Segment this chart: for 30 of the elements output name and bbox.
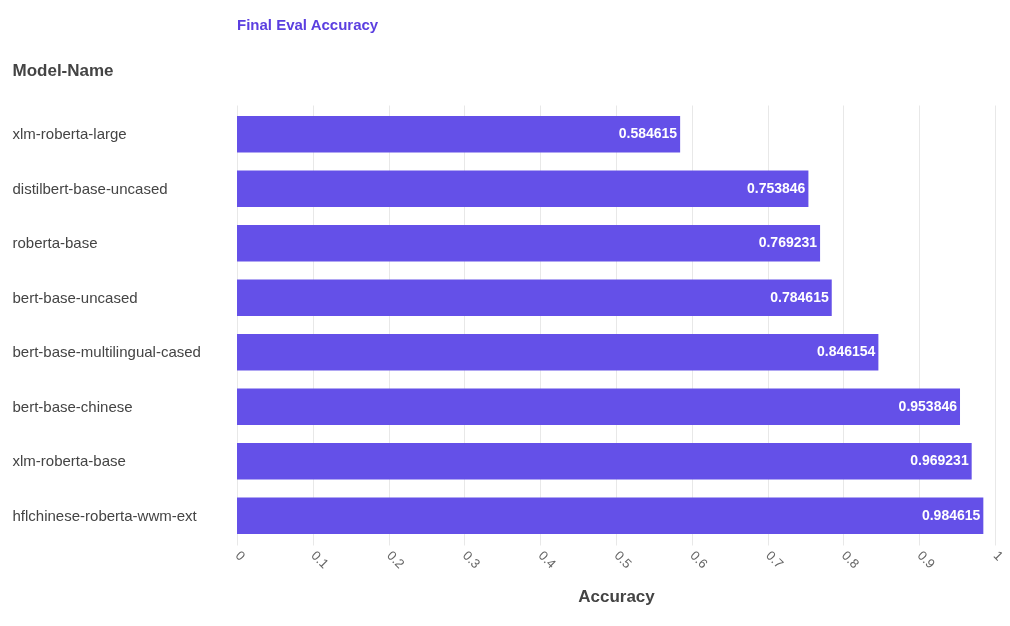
y-tick-label: bert-base-uncased	[12, 288, 138, 306]
data-label: 0.584615	[618, 125, 678, 142]
data-label: 0.769231	[758, 234, 818, 251]
y-tick-label: bert-base-chinese	[12, 397, 133, 415]
y-tick-label: distilbert-base-uncased	[12, 179, 168, 197]
y-tick-label: hflchinese-roberta-wwm-ext	[12, 506, 198, 524]
data-label: 0.969231	[910, 452, 969, 469]
x-tick-label: 0.9	[914, 547, 939, 572]
x-tick-label: 0.3	[459, 547, 484, 572]
x-tick-label: 0.2	[384, 547, 408, 572]
data-label: 0.784615	[770, 288, 829, 305]
x-tick-label: 0.1	[308, 547, 332, 572]
x-tick-label: 0.6	[687, 547, 711, 572]
x-tick-label: 0.7	[763, 547, 787, 572]
data-label: 0.846154	[816, 343, 876, 360]
x-axis-title: Accuracy	[578, 587, 656, 607]
y-tick-label: roberta-base	[12, 234, 98, 252]
y-tick-label: xlm-roberta-large	[12, 125, 127, 143]
y-tick-label: bert-base-multilingual-cased	[12, 343, 201, 361]
x-tick-label: 0.8	[838, 547, 863, 572]
data-label: 0.984615	[921, 506, 981, 523]
y-tick-label: xlm-roberta-base	[12, 452, 126, 470]
x-tick-label: 0	[232, 547, 249, 564]
chart-title: Final Eval Accuracy	[237, 16, 379, 33]
data-label: 0.753846	[747, 179, 806, 196]
data-label: 0.953846	[898, 397, 958, 414]
x-tick-label: 0.5	[611, 547, 635, 572]
y-axis-title: Model-Name	[12, 60, 114, 80]
x-tick-label: 0.4	[535, 547, 560, 572]
x-tick-label: 1	[990, 547, 1007, 564]
